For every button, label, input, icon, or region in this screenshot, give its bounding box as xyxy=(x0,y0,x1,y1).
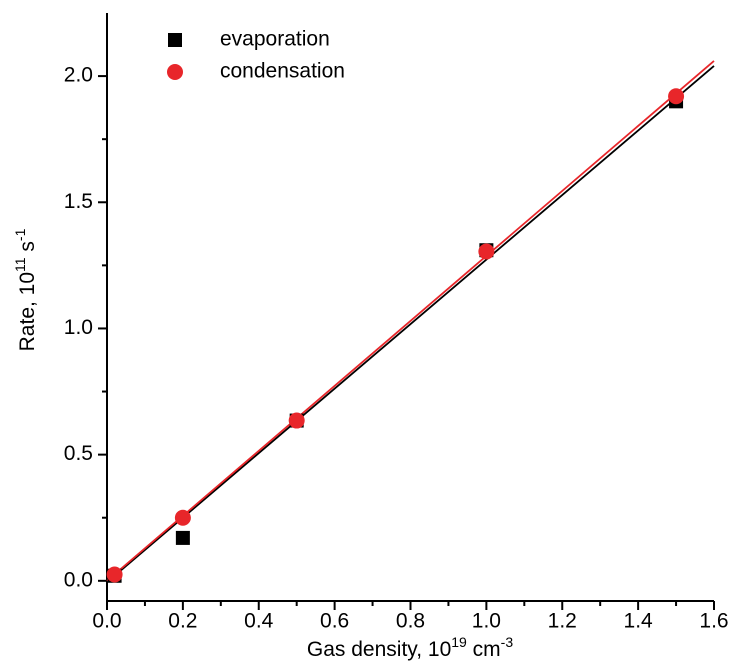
x-tick-label: 1.4 xyxy=(624,610,654,633)
fit-line xyxy=(114,65,715,577)
x-tick-label: 0.2 xyxy=(168,610,197,633)
x-tick-label: 0.4 xyxy=(244,610,274,633)
legend-label: evaporation xyxy=(220,28,330,51)
point xyxy=(668,88,685,105)
y-label-part: Rate, 10 xyxy=(16,272,39,351)
point xyxy=(175,530,190,545)
y-label-part: s xyxy=(16,241,39,257)
y-label-sup: -1 xyxy=(12,228,28,241)
legend-label: condensation xyxy=(220,60,345,83)
legend-marker xyxy=(168,33,182,47)
x-label-part: Gas density, 10 xyxy=(307,638,451,661)
point xyxy=(288,412,305,429)
point xyxy=(174,509,191,526)
x-tick-label: 1.2 xyxy=(548,610,577,633)
point xyxy=(106,566,123,583)
y-axis-label: Rate, 1011 s-1 xyxy=(12,228,39,351)
y-tick-label: 0.5 xyxy=(64,442,93,465)
y-label-sup: 11 xyxy=(12,257,28,272)
x-tick-label: 0.6 xyxy=(320,610,349,633)
x-tick-label: 0.0 xyxy=(92,610,121,633)
x-tick-label: 1.6 xyxy=(699,610,728,633)
x-label-sup: -3 xyxy=(501,634,514,650)
x-label-part: cm xyxy=(467,638,501,661)
y-tick-label: 1.5 xyxy=(64,190,93,213)
legend-marker xyxy=(167,64,183,80)
x-tick-label: 0.8 xyxy=(396,610,425,633)
fit-line xyxy=(106,60,715,582)
x-label-sup: 19 xyxy=(451,634,467,650)
y-tick-label: 2.0 xyxy=(64,64,93,87)
x-axis-label: Gas density, 1019 cm-3 xyxy=(307,634,513,661)
x-tick-label: 1.0 xyxy=(472,610,501,633)
point xyxy=(478,243,495,260)
y-tick-label: 1.0 xyxy=(64,316,93,339)
y-tick-label: 0.0 xyxy=(64,568,93,591)
